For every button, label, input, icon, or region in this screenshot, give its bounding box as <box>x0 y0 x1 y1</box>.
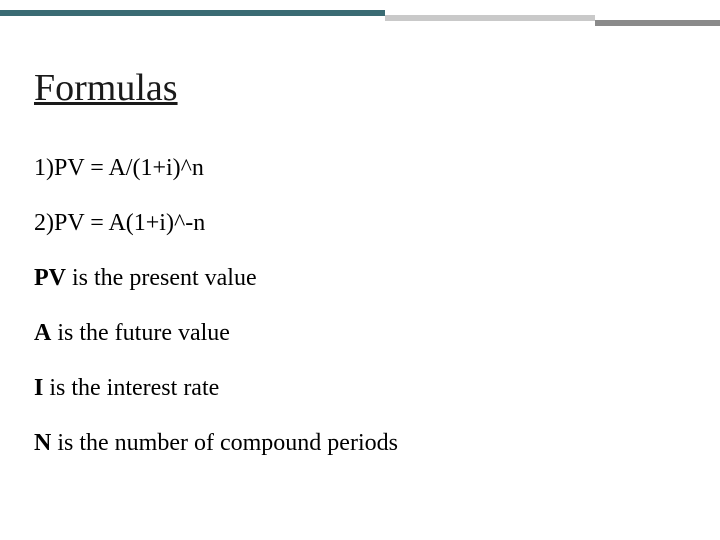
definition-i: I is the interest rate <box>34 375 686 402</box>
def-n-term: N <box>34 430 51 456</box>
def-i-rest: is the interest rate <box>43 375 219 401</box>
def-n-rest: is the number of compound periods <box>51 430 398 456</box>
definition-n: N is the number of compound periods <box>34 430 686 457</box>
bar-seg-2 <box>385 15 595 21</box>
def-i-term: I <box>34 375 43 401</box>
bar-seg-1 <box>0 10 385 16</box>
slide-body: 1)PV = A/(1+i)^n 2)PV = A(1+i)^-n PV is … <box>34 155 686 485</box>
bar-seg-3 <box>595 20 720 26</box>
formula-2-text: 2)PV = A(1+i)^-n <box>34 210 205 236</box>
top-decor-bar <box>0 0 720 22</box>
def-pv-rest: is the present value <box>66 265 257 291</box>
slide: Formulas 1)PV = A/(1+i)^n 2)PV = A(1+i)^… <box>0 0 720 540</box>
definition-a: A is the future value <box>34 320 686 347</box>
def-a-term: A <box>34 320 51 346</box>
def-pv-term: PV <box>34 265 66 291</box>
formula-line-1: 1)PV = A/(1+i)^n <box>34 155 686 182</box>
slide-title: Formulas <box>34 66 178 110</box>
formula-line-2: 2)PV = A(1+i)^-n <box>34 210 686 237</box>
formula-1-text: 1)PV = A/(1+i)^n <box>34 155 204 181</box>
definition-pv: PV is the present value <box>34 265 686 292</box>
def-a-rest: is the future value <box>51 320 230 346</box>
